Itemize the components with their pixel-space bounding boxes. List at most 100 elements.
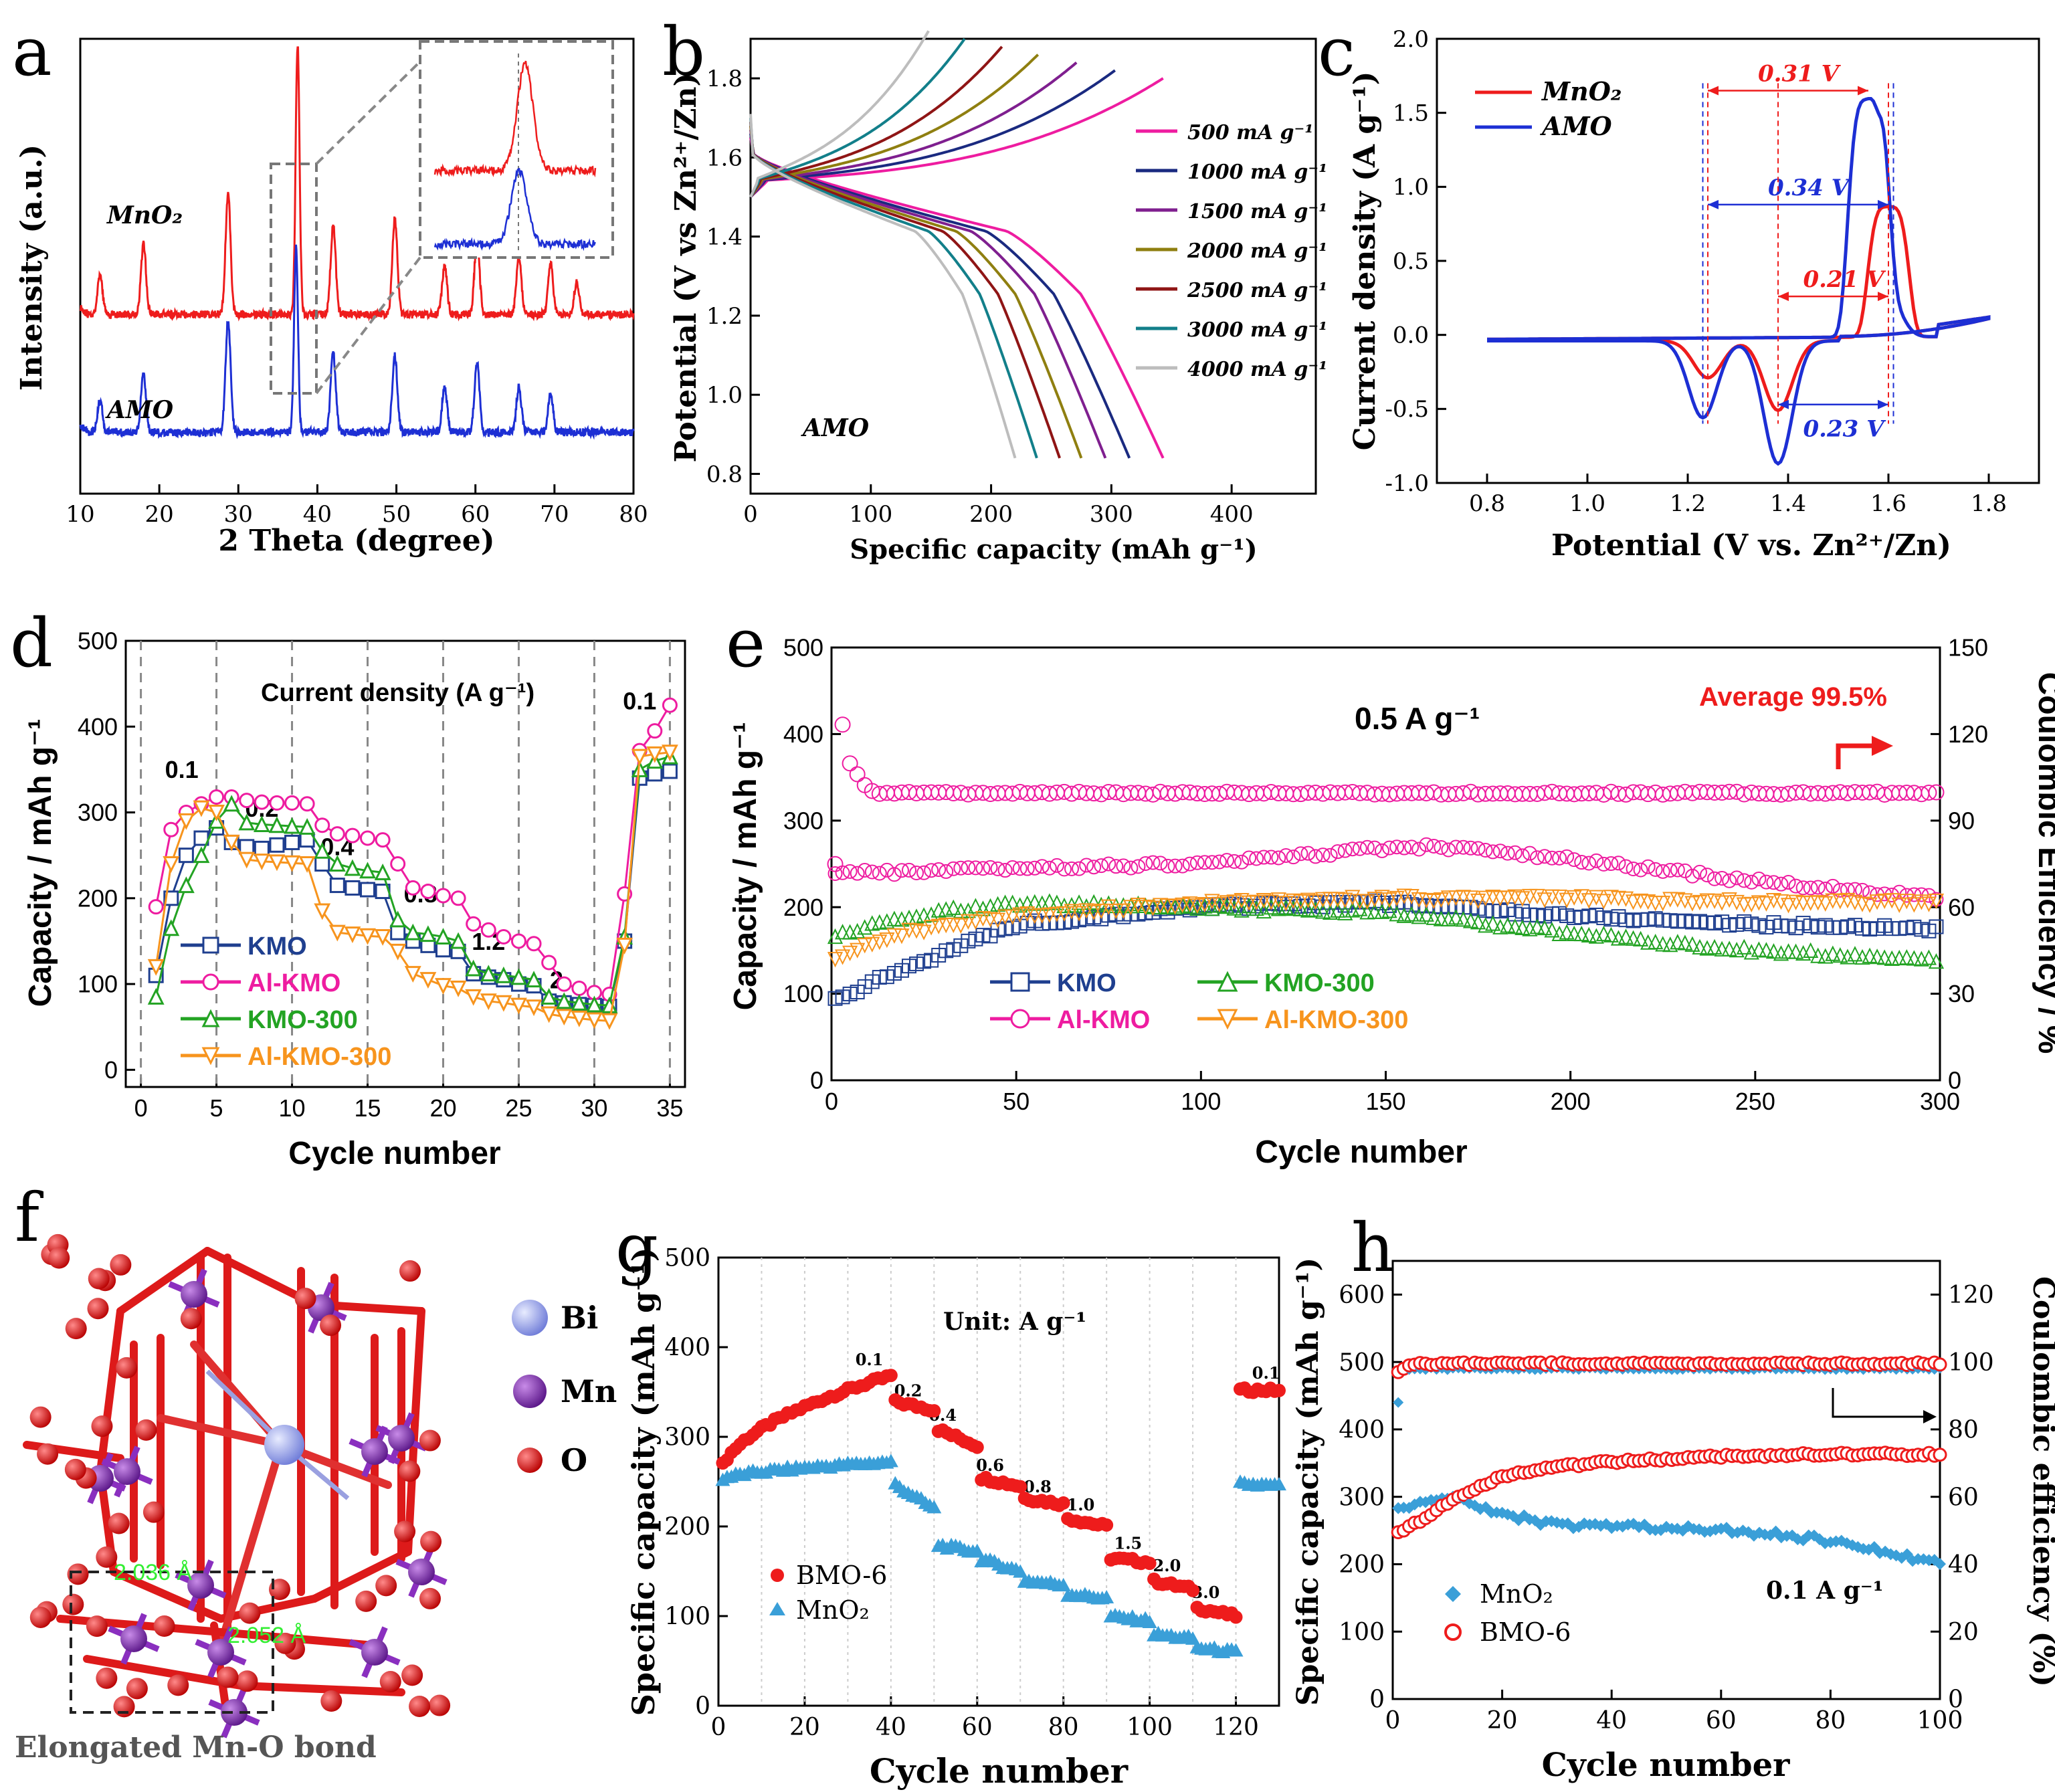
marker bbox=[1729, 942, 1745, 958]
marker bbox=[1072, 861, 1087, 876]
marker bbox=[298, 856, 316, 873]
marker bbox=[1197, 898, 1213, 914]
marker bbox=[1603, 856, 1619, 872]
x-tick-label: 80 bbox=[1815, 1707, 1846, 1734]
marker bbox=[909, 865, 924, 880]
marker bbox=[1403, 888, 1420, 905]
legend-label-0: KMO bbox=[1057, 969, 1116, 997]
marker bbox=[1618, 912, 1634, 928]
y-tick-label: 1.5 bbox=[1393, 100, 1429, 127]
marker bbox=[344, 926, 361, 944]
panel-c: c 0.8 1.0 1.2 1.4 1.6 1.8 -1.0 -0.5 0.0 0.5 1.0 1.5… bbox=[1318, 13, 2040, 563]
marker bbox=[1567, 852, 1582, 868]
legend-marker-mno2-h bbox=[1445, 1586, 1461, 1602]
arrow-head-e bbox=[1872, 736, 1893, 756]
panel-g: g 0 20 40 60 80 100 120 0 100 200 300 400 500 Cycle … bbox=[615, 1209, 1286, 1791]
marker bbox=[938, 918, 954, 934]
legend-e: KMO KMO-300 Al-KMO Al-KMO-300 bbox=[990, 969, 1408, 1034]
marker bbox=[1603, 912, 1619, 927]
x-tick-label: 25 bbox=[505, 1094, 532, 1122]
marker bbox=[1655, 896, 1671, 912]
x-axis-label-e: Cycle number bbox=[1255, 1134, 1467, 1170]
y2-tick-label: 80 bbox=[1948, 1417, 1979, 1444]
marker bbox=[1315, 848, 1331, 863]
o-atom bbox=[116, 1357, 138, 1379]
mn-atom bbox=[361, 1438, 388, 1465]
legend-bi-label: Bi bbox=[561, 1300, 598, 1336]
marker bbox=[163, 856, 180, 873]
marker bbox=[525, 971, 543, 988]
marker bbox=[526, 936, 542, 952]
marker bbox=[1271, 850, 1286, 866]
y-tick-label: 1.0 bbox=[1393, 174, 1429, 201]
efficiency-marker bbox=[849, 766, 866, 783]
marker bbox=[1227, 854, 1242, 869]
marker bbox=[1013, 1564, 1028, 1578]
legend-marker-mno2-g bbox=[769, 1602, 785, 1615]
legend-marker bbox=[202, 973, 219, 991]
marker bbox=[1699, 940, 1715, 956]
caption-f: Elongated Mn-O bond bbox=[15, 1730, 377, 1765]
marker bbox=[268, 854, 286, 872]
marker bbox=[1462, 890, 1479, 906]
marker bbox=[1552, 850, 1567, 866]
marker bbox=[916, 865, 932, 880]
marker bbox=[1906, 897, 1922, 913]
y-tick-label: 0.5 bbox=[1393, 248, 1429, 275]
y2-tick-label: 0 bbox=[1948, 1686, 1963, 1714]
marker bbox=[1116, 858, 1131, 874]
marker bbox=[374, 863, 391, 880]
marker bbox=[1574, 855, 1589, 870]
marker bbox=[1737, 914, 1752, 929]
legend-label-3: Al-KMO-300 bbox=[248, 1043, 391, 1071]
highlight-box-f bbox=[70, 1571, 274, 1714]
charge-curve-1 bbox=[749, 69, 1116, 198]
x-tick-label: 80 bbox=[1048, 1714, 1079, 1741]
marker bbox=[916, 954, 932, 969]
x-tick-label: 0 bbox=[825, 1088, 838, 1115]
marker bbox=[253, 854, 270, 871]
o-atom bbox=[108, 1512, 130, 1534]
marker bbox=[1278, 848, 1294, 863]
marker bbox=[1514, 848, 1530, 864]
marker bbox=[1537, 919, 1553, 936]
panel-e: e 0 50 100 150 200 250 30001002003004005000306… bbox=[726, 604, 2055, 1170]
x-axis-label-c: Potential (V vs. Zn²⁺/Zn) bbox=[1551, 528, 1951, 563]
o-atom bbox=[419, 1587, 441, 1609]
marker bbox=[1803, 880, 1818, 896]
efficiency-marker bbox=[1921, 784, 1937, 801]
marker bbox=[631, 761, 648, 777]
marker bbox=[1359, 839, 1375, 855]
marker bbox=[495, 966, 512, 983]
marker bbox=[1810, 880, 1826, 895]
marker bbox=[850, 985, 865, 1000]
marker bbox=[1537, 849, 1553, 864]
o-atom bbox=[399, 1260, 421, 1282]
bond bbox=[217, 1595, 318, 1623]
marker bbox=[1507, 918, 1523, 934]
marker bbox=[1559, 892, 1575, 908]
discharge-curve-3 bbox=[749, 125, 1083, 459]
chart-title-g: Unit: A g⁻¹ bbox=[943, 1308, 1086, 1336]
marker bbox=[1670, 934, 1686, 950]
y-tick-label: -0.5 bbox=[1385, 396, 1429, 423]
y2-tick-label: 60 bbox=[1948, 1484, 1979, 1511]
marker bbox=[510, 933, 526, 949]
marker bbox=[254, 794, 270, 810]
bi-atom bbox=[264, 1425, 304, 1465]
x-ticks-a: 10 20 30 40 50 60 70 80 bbox=[66, 484, 648, 528]
panel-label-c: c bbox=[1318, 13, 1355, 91]
marker bbox=[1551, 889, 1567, 906]
o-atom bbox=[420, 1530, 442, 1553]
marker bbox=[1514, 919, 1531, 936]
marker bbox=[1722, 918, 1737, 933]
o-atom bbox=[409, 1695, 431, 1717]
marker bbox=[1840, 882, 1855, 898]
legend-label-6: 4000 mA g⁻¹ bbox=[1187, 358, 1327, 381]
marker bbox=[1825, 945, 1841, 961]
marker bbox=[1485, 890, 1501, 906]
mn-atom bbox=[187, 1572, 214, 1599]
bond bbox=[96, 1307, 124, 1476]
x-tick-label: 150 bbox=[1365, 1088, 1405, 1115]
marker bbox=[1803, 895, 1819, 911]
